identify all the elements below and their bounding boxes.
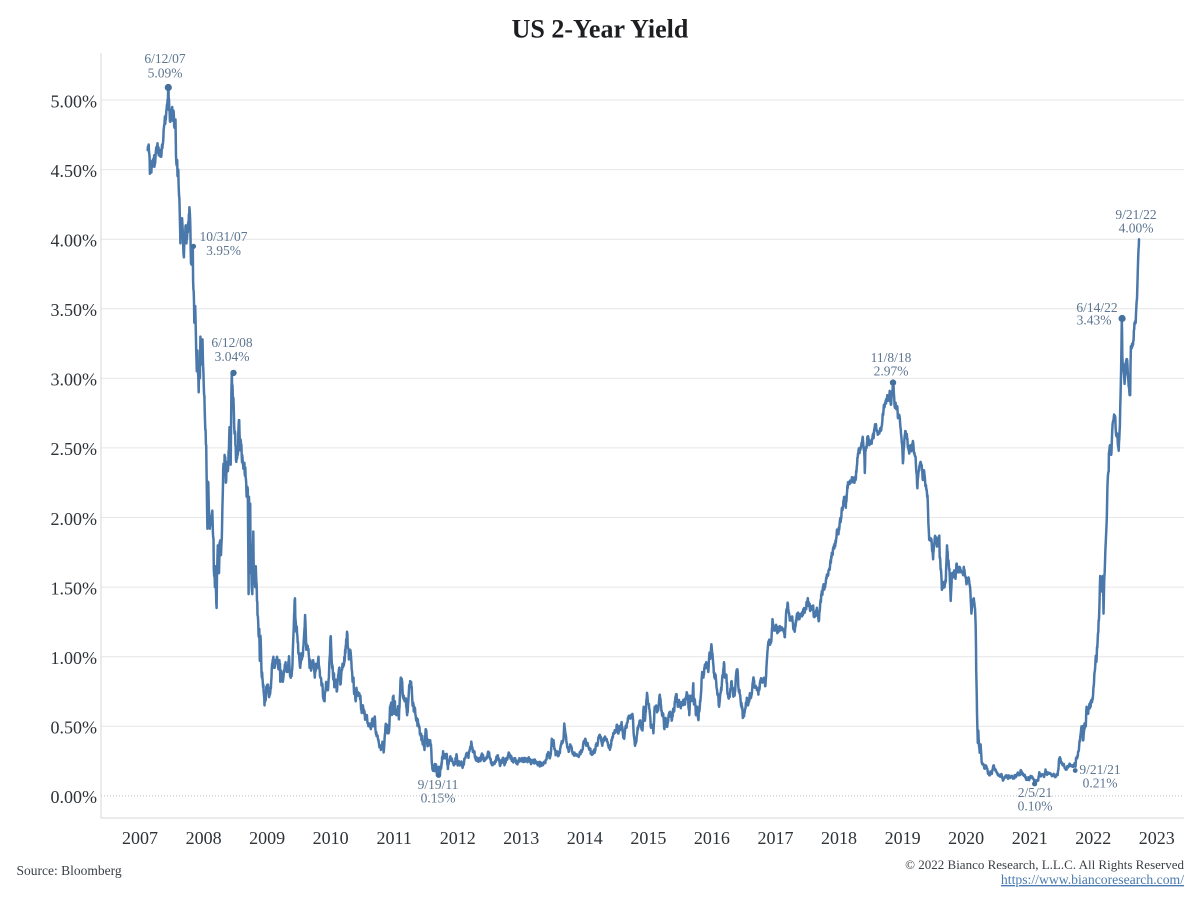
svg-text:9/21/22: 9/21/22 — [1115, 207, 1156, 222]
svg-text:2011: 2011 — [377, 828, 412, 848]
svg-text:11/8/18: 11/8/18 — [871, 350, 912, 365]
svg-text:2023: 2023 — [1139, 828, 1175, 848]
svg-text:2018: 2018 — [821, 828, 857, 848]
svg-text:© 2022 Bianco Research, L.L.C.: © 2022 Bianco Research, L.L.C. All Right… — [905, 857, 1184, 872]
svg-text:2.00%: 2.00% — [51, 509, 98, 529]
svg-text:https://www.biancoresearch.com: https://www.biancoresearch.com/ — [1001, 872, 1184, 887]
svg-text:2022: 2022 — [1075, 828, 1111, 848]
svg-text:1.00%: 1.00% — [51, 648, 98, 668]
svg-text:3.43%: 3.43% — [1077, 313, 1112, 328]
svg-text:Source: Bloomberg: Source: Bloomberg — [17, 863, 122, 878]
svg-text:2013: 2013 — [503, 828, 539, 848]
svg-text:2015: 2015 — [630, 828, 666, 848]
svg-text:3.00%: 3.00% — [51, 370, 98, 390]
svg-text:5.09%: 5.09% — [148, 66, 183, 81]
svg-text:6/12/07: 6/12/07 — [144, 51, 186, 66]
svg-text:0.50%: 0.50% — [51, 718, 98, 738]
svg-text:2021: 2021 — [1012, 828, 1048, 848]
svg-text:6/12/08: 6/12/08 — [211, 335, 253, 350]
svg-text:3.95%: 3.95% — [206, 243, 241, 258]
svg-text:2019: 2019 — [885, 828, 921, 848]
svg-text:2016: 2016 — [694, 828, 730, 848]
svg-text:10/31/07: 10/31/07 — [199, 229, 247, 244]
svg-text:2.50%: 2.50% — [51, 439, 98, 459]
svg-text:2020: 2020 — [948, 828, 984, 848]
svg-text:2008: 2008 — [186, 828, 222, 848]
svg-text:2007: 2007 — [122, 828, 158, 848]
svg-text:2.97%: 2.97% — [874, 364, 909, 379]
svg-text:2012: 2012 — [440, 828, 476, 848]
svg-text:1.50%: 1.50% — [51, 578, 98, 598]
svg-text:2010: 2010 — [313, 828, 349, 848]
svg-text:9/21/21: 9/21/21 — [1079, 762, 1120, 777]
svg-text:9/19/11: 9/19/11 — [418, 777, 459, 792]
svg-text:3.50%: 3.50% — [51, 300, 98, 320]
svg-text:2014: 2014 — [567, 828, 603, 848]
svg-text:2009: 2009 — [249, 828, 285, 848]
svg-text:US 2-Year Yield: US 2-Year Yield — [512, 15, 689, 44]
svg-text:4.00%: 4.00% — [51, 231, 98, 251]
svg-text:4.00%: 4.00% — [1119, 221, 1154, 236]
svg-text:5.00%: 5.00% — [51, 91, 98, 111]
svg-text:0.10%: 0.10% — [1018, 799, 1053, 814]
svg-text:2017: 2017 — [758, 828, 794, 848]
svg-text:3.04%: 3.04% — [215, 349, 250, 364]
svg-text:6/14/22: 6/14/22 — [1076, 300, 1117, 315]
svg-text:4.50%: 4.50% — [51, 161, 98, 181]
svg-text:0.00%: 0.00% — [51, 787, 98, 807]
svg-text:2/5/21: 2/5/21 — [1018, 785, 1053, 800]
svg-text:0.15%: 0.15% — [421, 791, 456, 806]
svg-text:0.21%: 0.21% — [1083, 776, 1118, 791]
